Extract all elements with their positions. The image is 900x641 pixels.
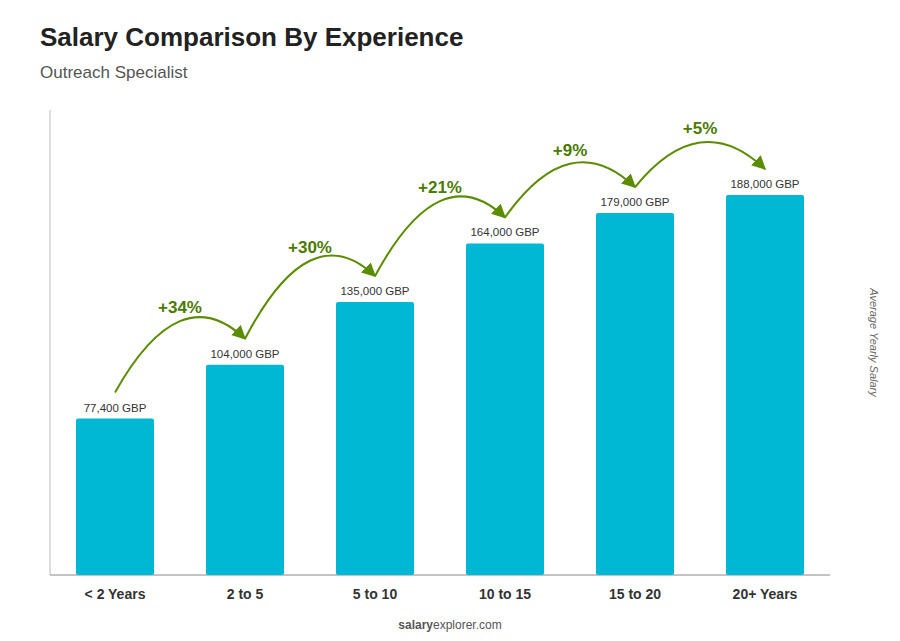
- annotation: +30%: [288, 238, 332, 257]
- bar: [206, 365, 284, 575]
- annotation: +9%: [553, 141, 588, 160]
- x-tick-label: 5 to 10: [353, 586, 398, 602]
- x-axis-line: [50, 575, 830, 576]
- x-tick-label: 2 to 5: [227, 586, 264, 602]
- data-label: 179,000 GBP: [600, 196, 669, 208]
- x-tick-label: 20+ Years: [733, 586, 798, 602]
- subtitle: Outreach Specialist: [40, 63, 188, 82]
- y-axis-line: [50, 110, 51, 575]
- title: Salary Comparison By Experience: [40, 22, 463, 52]
- bar: [336, 302, 414, 575]
- bar: [466, 243, 544, 575]
- data-label: 77,400 GBP: [84, 402, 147, 414]
- data-label: 135,000 GBP: [340, 285, 409, 297]
- data-label: 188,000 GBP: [730, 178, 799, 190]
- x-tick-label: < 2 Years: [85, 586, 146, 602]
- footer: salaryexplorer.com: [398, 618, 501, 632]
- annotation: +21%: [418, 178, 462, 197]
- annotation: +5%: [683, 119, 718, 138]
- x-tick-label: 10 to 15: [479, 586, 531, 602]
- data-label: 104,000 GBP: [210, 348, 279, 360]
- chart: Salary Comparison By Experience Outreach …: [0, 0, 900, 641]
- y-axis-label: Average Yearly Salary: [868, 287, 880, 398]
- bar: [596, 213, 674, 575]
- bar: [726, 195, 804, 575]
- x-tick-label: 15 to 20: [609, 586, 661, 602]
- data-label: 164,000 GBP: [470, 226, 539, 238]
- change-arrow: [375, 196, 505, 276]
- footer-bold: salary: [398, 618, 433, 632]
- change-arrow: [635, 142, 765, 187]
- change-arrow: [115, 317, 245, 392]
- change-arrow: [245, 255, 375, 338]
- annotation: +34%: [158, 298, 202, 317]
- bar: [76, 419, 154, 575]
- change-arrow: [505, 162, 635, 217]
- footer-text: explorer.com: [433, 618, 502, 632]
